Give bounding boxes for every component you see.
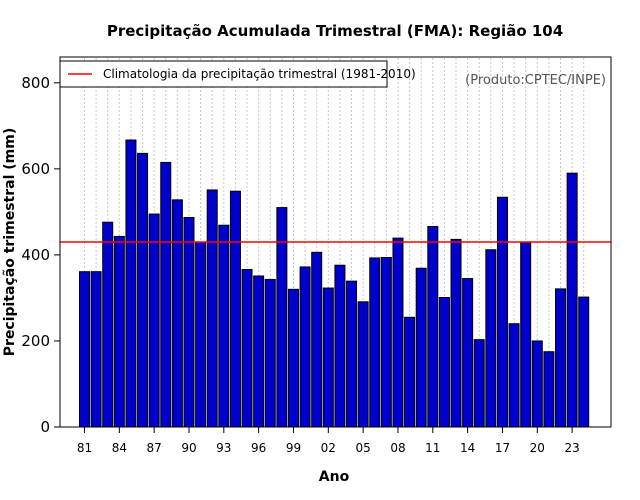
x-tick-label-2023: 23	[564, 441, 579, 455]
y-axis-title: Precipitação trimestral (mm)	[2, 128, 18, 356]
bar-1989	[171, 199, 183, 428]
bar-1986	[137, 152, 149, 428]
x-tick-label-2005: 05	[355, 441, 370, 455]
bar-1993	[218, 224, 230, 428]
bar-1990	[183, 216, 195, 428]
bar-1996	[253, 275, 265, 428]
x-tick-label-2014: 14	[460, 441, 475, 455]
legend: Climatologia da precipitação trimestral …	[59, 60, 416, 88]
y-tick-label-400: 400	[21, 246, 50, 264]
bar-2002	[322, 287, 334, 428]
bar-2004	[346, 280, 358, 428]
y-tick-label-600: 600	[21, 160, 50, 178]
bar-2024	[578, 296, 590, 428]
bar-2007	[380, 256, 392, 428]
y-tick-label-0: 0	[40, 418, 50, 436]
bar-1994	[229, 190, 241, 428]
bar-2006	[369, 257, 381, 428]
bar-2023	[566, 172, 578, 428]
x-tick-label-2017: 17	[495, 441, 510, 455]
bar-2019	[520, 242, 532, 428]
bar-2021	[543, 351, 555, 428]
bar-2009	[404, 316, 416, 428]
x-tick-label-2020: 20	[530, 441, 545, 455]
x-tick-label-1981: 81	[77, 441, 92, 455]
bar-2017	[496, 196, 508, 428]
bar-1995	[241, 269, 253, 428]
bar-1988	[160, 161, 172, 428]
bar-2014	[462, 278, 474, 428]
bar-1997	[264, 278, 276, 428]
bar-1982	[90, 271, 102, 428]
x-tick-label-1993: 93	[216, 441, 231, 455]
bar-2015	[473, 339, 485, 428]
bar-2018	[508, 323, 520, 428]
bar-2012	[438, 297, 450, 428]
bar-series	[79, 139, 590, 428]
chart-title: Precipitação Acumulada Trimestral (FMA):…	[107, 22, 563, 40]
bar-1987	[148, 213, 160, 428]
bar-2005	[357, 301, 369, 428]
x-tick-label-1999: 99	[286, 441, 301, 455]
bar-2008	[392, 237, 404, 428]
x-axis-title: Ano	[319, 469, 350, 485]
x-tick-label-2011: 11	[425, 441, 440, 455]
bar-1984	[113, 235, 125, 428]
y-tick-label-800: 800	[21, 74, 50, 92]
bar-1999	[287, 288, 299, 428]
x-tick-label-1990: 90	[181, 441, 196, 455]
x-tick-label-1996: 96	[251, 441, 266, 455]
bar-2016	[485, 249, 497, 428]
bar-1985	[125, 139, 137, 428]
legend-label: Climatologia da precipitação trimestral …	[103, 67, 416, 81]
y-tick-label-200: 200	[21, 332, 50, 350]
bar-2022	[555, 288, 567, 428]
y-axis: 0 200 400 600 800	[21, 74, 60, 436]
credit-text: (Produto:CPTEC/INPE)	[465, 73, 606, 88]
bar-1983	[102, 221, 114, 428]
bar-2020	[531, 340, 543, 428]
bar-2011	[427, 226, 439, 428]
bar-2001	[311, 251, 323, 428]
x-tick-label-2008: 08	[390, 441, 405, 455]
bar-2000	[299, 266, 311, 428]
bar-2003	[334, 264, 346, 428]
bar-1998	[276, 207, 288, 428]
bar-1992	[206, 189, 218, 428]
x-tick-label-2002: 02	[321, 441, 336, 455]
legend-box	[59, 60, 388, 88]
bar-2013	[450, 238, 462, 428]
x-tick-label-1984: 84	[112, 441, 127, 455]
bar-1981	[79, 271, 90, 428]
x-tick-label-1987: 87	[147, 441, 162, 455]
plot-frame	[59, 56, 612, 428]
bar-2010	[415, 267, 427, 428]
x-axis: 81 84 87 90 93 96 99 02 05 08 11 14 17 20 23	[77, 427, 580, 455]
bar-1991	[195, 241, 207, 428]
